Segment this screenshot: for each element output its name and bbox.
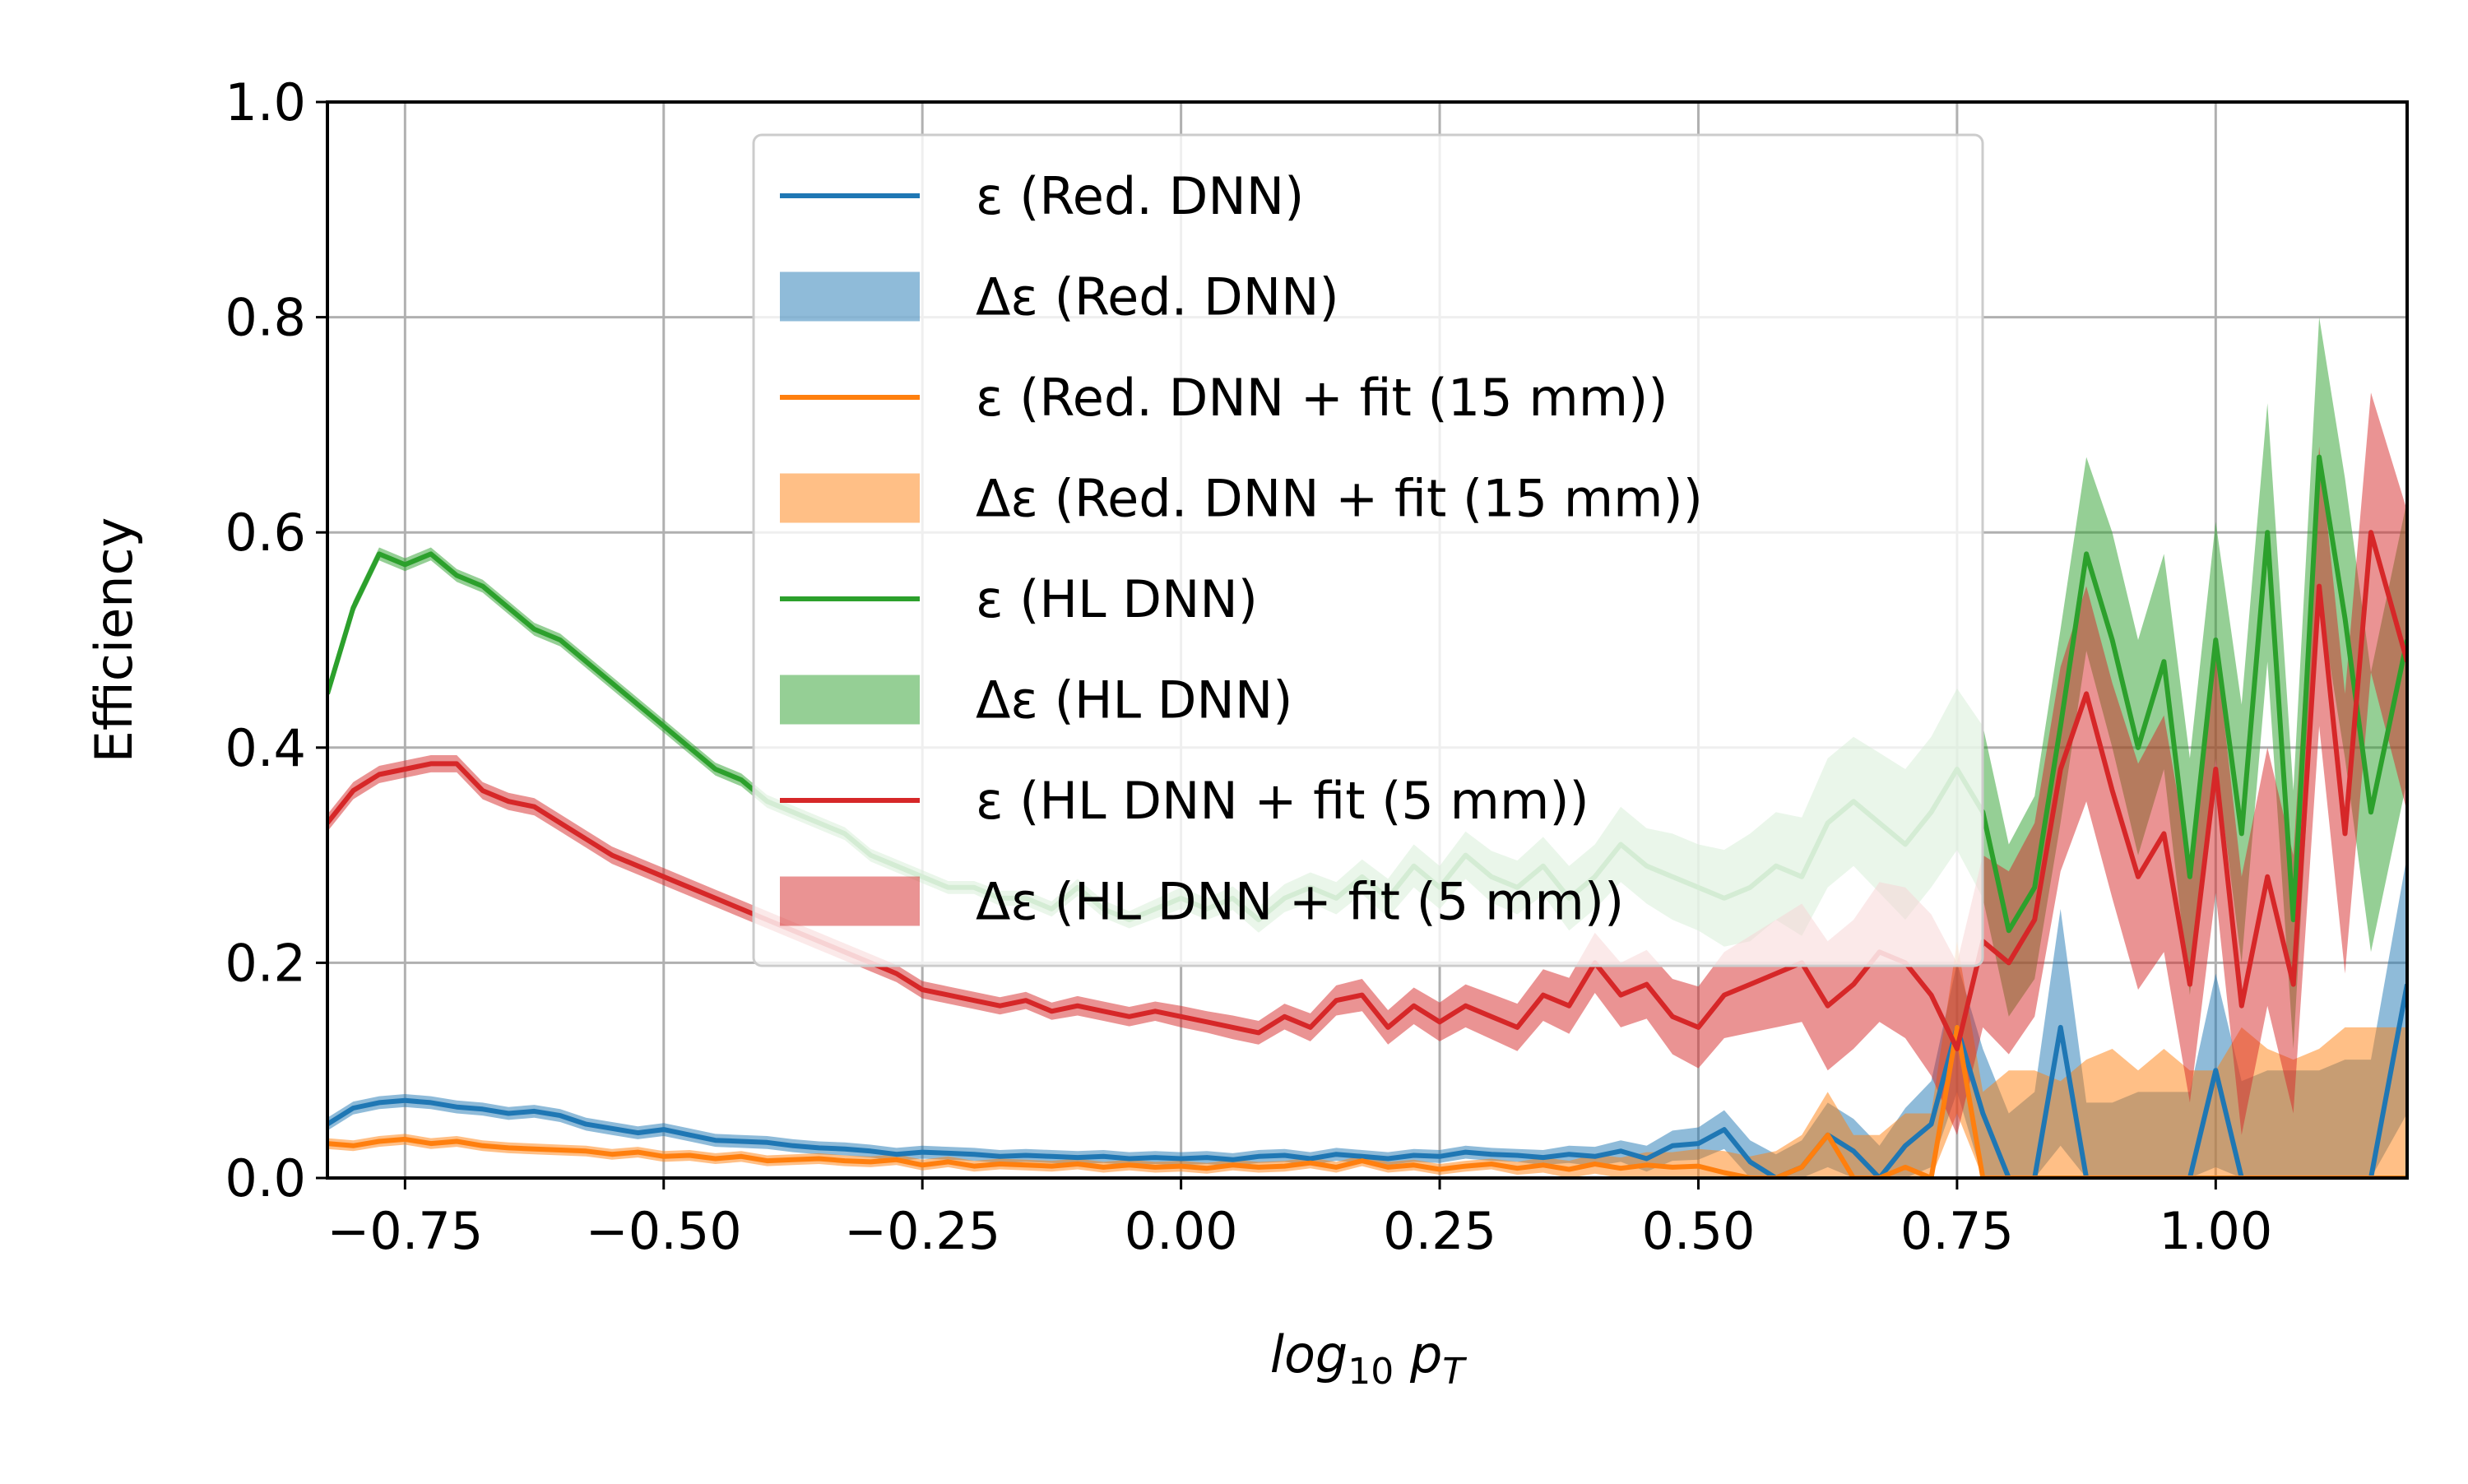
legend-entry-label: Δε (Red. DNN + fit (15 mm))	[976, 469, 1703, 529]
line-series-3	[327, 530, 2407, 1051]
x-axis-label-variable: p	[1409, 1324, 1442, 1384]
legend-entry-label: Δε (HL DNN)	[976, 670, 1292, 730]
x-tick-label: 0.50	[1641, 1201, 1755, 1261]
x-tick-label: 1.00	[2159, 1201, 2272, 1261]
tick-layer: −0.75 −0.50 −0.25 0.00 0.25 0.50 0.75 1.00 0.0 0.…	[225, 72, 2272, 1261]
y-tick-label: 0.6	[225, 503, 306, 563]
legend-entry-label: Δε (HL DNN + fit (5 mm))	[976, 872, 1624, 932]
x-axis-label-log: log	[1270, 1324, 1348, 1384]
legend-entry-label: ε (HL DNN + fit (5 mm))	[976, 771, 1589, 831]
x-tick-label: −0.75	[327, 1201, 483, 1261]
line-series-1	[327, 1024, 2407, 1178]
plot-frame	[326, 100, 2409, 1180]
x-tick-label: −0.50	[586, 1201, 742, 1261]
legend-entry-label: Δε (Red. DNN)	[976, 267, 1339, 327]
x-axis-label-variable-subscript: T	[1442, 1351, 1467, 1393]
band-series-1	[327, 941, 2407, 1178]
x-tick-label: 0.00	[1125, 1201, 1238, 1261]
legend-band-swatch	[780, 271, 920, 322]
legend-box	[752, 133, 1984, 967]
legend: ε (Red. DNN) Δε (Red. DNN) ε (Red. DNN + f…	[752, 133, 1984, 967]
legend-band-swatch	[780, 675, 920, 725]
line-series-0	[327, 984, 2407, 1178]
x-axis-label-spacer	[1394, 1324, 1410, 1384]
x-axis-label-log-subscript: 10	[1348, 1351, 1394, 1393]
y-tick-label: 0.0	[225, 1148, 306, 1208]
x-tick-label: −0.25	[844, 1201, 1000, 1261]
legend-band-swatch	[780, 876, 920, 926]
y-tick-label: 0.8	[225, 288, 306, 348]
y-tick-label: 0.2	[225, 933, 306, 993]
y-axis-label: Efficiency	[84, 517, 144, 763]
x-axis-label: log10 pT	[1270, 1324, 1468, 1393]
x-tick-label: 0.75	[1900, 1201, 2014, 1261]
legend-entry-label: ε (Red. DNN + fit (15 mm))	[976, 368, 1668, 428]
legend-entry-label: ε (Red. DNN)	[976, 166, 1304, 226]
x-tick-label: 0.25	[1383, 1201, 1496, 1261]
y-tick-label: 1.0	[225, 72, 306, 132]
legend-entry-label: ε (HL DNN)	[976, 569, 1258, 629]
y-tick-label: 0.4	[225, 718, 306, 778]
legend-band-swatch	[780, 473, 920, 523]
